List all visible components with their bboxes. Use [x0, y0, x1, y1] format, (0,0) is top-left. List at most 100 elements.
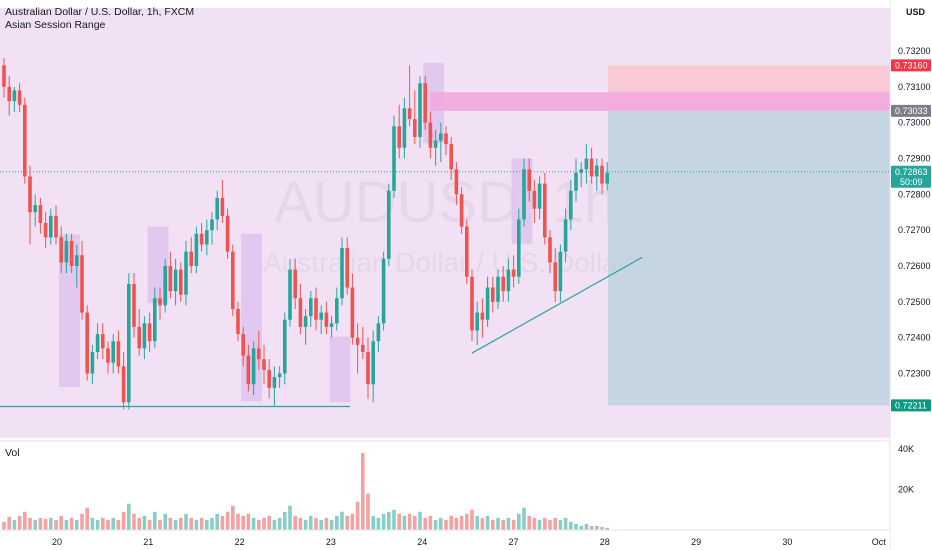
volume-bar	[350, 513, 355, 530]
candle-body	[298, 298, 303, 327]
candle-body	[7, 86, 11, 102]
current-price-tag-bg	[891, 165, 931, 188]
volume-bar	[59, 515, 63, 530]
candle-body	[168, 266, 173, 292]
chart-title: Australian Dollar / U.S. Dollar, 1h, FXC…	[5, 6, 195, 18]
candle-body	[127, 283, 131, 403]
session-box	[147, 226, 169, 304]
volume-bar	[511, 519, 516, 530]
candle-body	[116, 341, 121, 367]
x-tick-label: 24	[417, 537, 427, 547]
candle-body	[303, 316, 308, 327]
volume-bar	[101, 517, 105, 530]
candle-body	[283, 319, 287, 374]
candle-body	[111, 341, 115, 363]
volume-bar	[241, 515, 245, 530]
price-axis-bg	[890, 0, 932, 550]
volume-bar	[262, 517, 266, 530]
volume-bar	[465, 513, 469, 530]
volume-bar	[225, 511, 230, 530]
volume-bar	[605, 527, 609, 530]
trendline	[471, 256, 643, 354]
candle-body	[433, 140, 438, 148]
volume-bar	[288, 505, 292, 530]
volume-bar	[371, 515, 375, 530]
y-tick-label: 0.72600	[898, 261, 931, 271]
volume-bar	[220, 515, 225, 530]
candle-body	[236, 309, 240, 335]
session-box	[511, 158, 533, 244]
stop-price-tag-bg	[891, 59, 931, 72]
volume-bar	[80, 513, 84, 530]
candle-body	[54, 215, 58, 238]
y-tick-label: 0.72900	[898, 154, 931, 164]
candle-body	[158, 298, 162, 306]
volume-bar	[589, 525, 594, 530]
take-profit-zone	[608, 110, 890, 406]
volume-bar	[17, 515, 22, 530]
x-tick-label: 28	[600, 537, 610, 547]
x-tick-label: 30	[782, 537, 792, 547]
candle-body	[59, 237, 63, 263]
candle-body	[2, 65, 6, 87]
y-tick-label: 0.72400	[898, 333, 931, 343]
volume-bar	[184, 513, 188, 530]
volume-bar	[111, 517, 115, 530]
candle-body	[319, 312, 323, 320]
volume-bar	[272, 519, 277, 530]
candle-body	[121, 366, 126, 403]
volume-bar	[366, 493, 370, 530]
volume-bar	[506, 517, 511, 530]
candle-body	[179, 269, 183, 295]
volume-bar	[314, 517, 318, 530]
volume-bar	[428, 515, 433, 530]
candle-body	[491, 287, 495, 302]
volume-bar	[418, 511, 422, 530]
candle-body	[189, 251, 193, 266]
volume-bar	[142, 515, 147, 530]
x-tick-label: 21	[143, 537, 153, 547]
y-tick-label: 0.72800	[898, 189, 931, 199]
volume-bar	[257, 519, 261, 530]
candle-body	[569, 190, 573, 220]
volume-bar	[121, 511, 126, 530]
volume-bar	[579, 525, 583, 530]
session-boxes	[59, 62, 533, 403]
candle-body	[449, 144, 453, 170]
volume-bar	[475, 515, 479, 530]
session-box	[241, 233, 262, 402]
volume-bar	[210, 517, 214, 530]
candle-body	[350, 287, 355, 338]
candle-body	[444, 133, 448, 145]
candle-body	[563, 219, 568, 252]
volume-bar	[319, 519, 323, 530]
candle-body	[402, 108, 407, 148]
volume-bar	[173, 519, 178, 530]
volume-bar	[361, 453, 365, 530]
candle-body	[439, 133, 443, 141]
volume-bar	[283, 511, 287, 530]
volume-bar	[517, 513, 521, 530]
volume-bar	[33, 519, 37, 530]
volume-bar	[563, 517, 568, 530]
volume-bar	[480, 517, 485, 530]
volume-bar	[324, 517, 329, 530]
volume-bar	[231, 505, 235, 530]
drawn-lines	[0, 256, 643, 408]
candle-body	[527, 169, 531, 191]
volume-bar	[496, 517, 500, 530]
volume-bar	[7, 516, 11, 530]
candle-body	[210, 219, 214, 231]
candle-body	[605, 172, 609, 184]
volume-bar	[64, 519, 69, 530]
candle-body	[163, 266, 167, 306]
candle-body	[506, 269, 511, 292]
candle-body	[293, 269, 297, 299]
candle-body	[75, 255, 79, 266]
volume-bar	[329, 519, 334, 530]
candle-body	[205, 230, 209, 245]
y-tick-label: 0.72300	[898, 369, 931, 379]
candle-body	[251, 348, 256, 385]
candle-body	[418, 83, 422, 137]
